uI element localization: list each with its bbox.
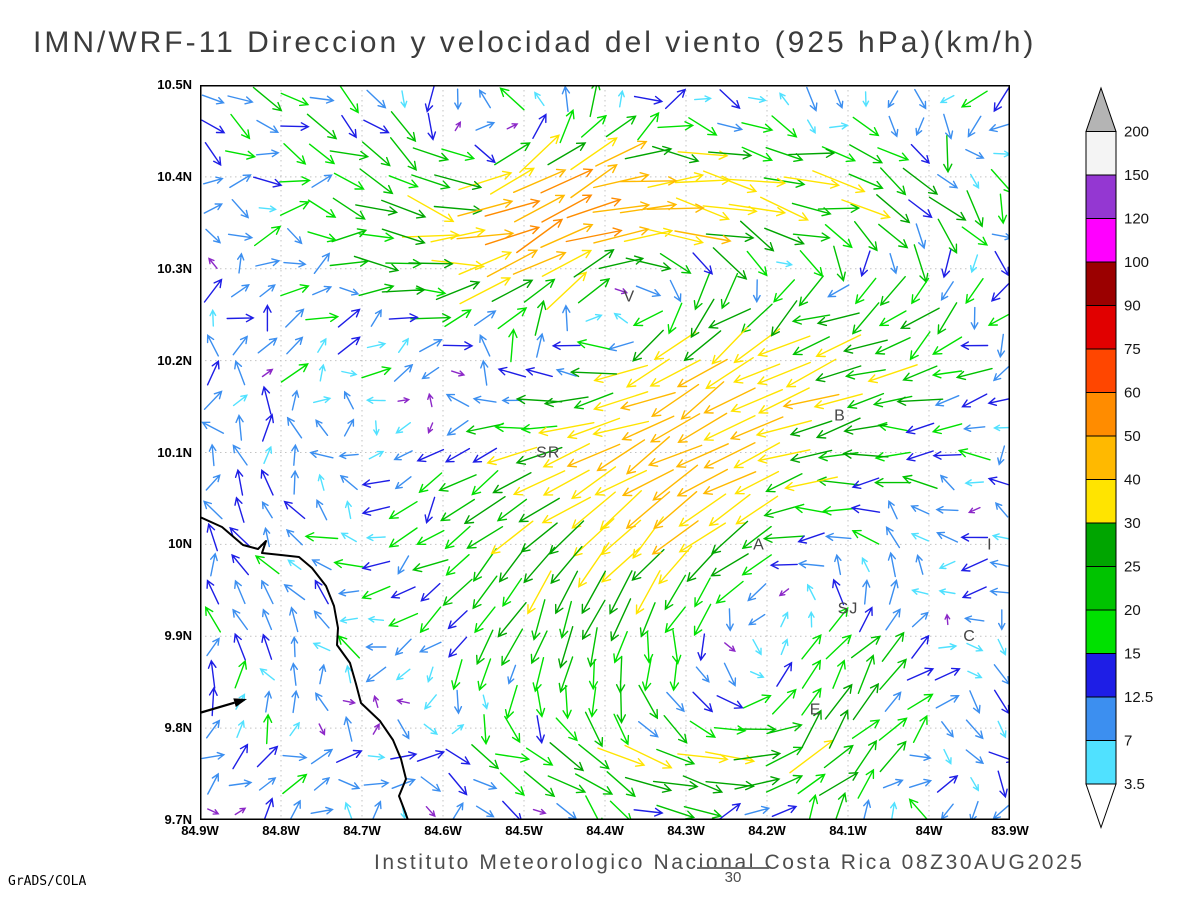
lat-tick-label: 10.5N: [157, 77, 192, 92]
colorbar-label: 60: [1124, 385, 1141, 402]
colorbar-label: 3.5: [1124, 776, 1145, 793]
lat-tick-label: 10.3N: [157, 260, 192, 276]
colorbar-label: 20: [1124, 602, 1141, 619]
colorbar-over-triangle: [1085, 86, 1117, 132]
station-label: I: [987, 536, 992, 553]
lat-tick-label: 9.9N: [164, 628, 192, 644]
lon-tick-label: 84.7W: [343, 823, 381, 838]
colorbar-label: 25: [1124, 559, 1141, 576]
coastline: [200, 516, 409, 820]
lon-tick-label: 84.3W: [667, 823, 705, 838]
lon-tick-label: 84.4W: [586, 823, 624, 838]
colorbar-segments: [1085, 131, 1117, 785]
lon-tick-label: 84.9W: [181, 823, 219, 838]
lat-tick-label: 10.1N: [157, 444, 192, 460]
station-label: SJ: [838, 601, 859, 618]
lon-tick-label: 84.6W: [424, 823, 462, 838]
stray-contour-label: 30: [697, 867, 769, 886]
colorbar-label: 30: [1124, 515, 1141, 532]
grads-cola-credit: GrADS/COLA: [8, 874, 87, 889]
station-label: A: [753, 536, 765, 553]
wind-vector-map: V B SR A SJ C E I: [200, 85, 1010, 820]
colorbar-label: 120: [1124, 211, 1149, 228]
chart-title: IMN/WRF-11 Direccion y velocidad del vie…: [33, 26, 1037, 59]
lon-tick-label: 83.9W: [991, 823, 1029, 838]
lat-tick-label: 9.8N: [164, 720, 192, 736]
station-labels: V B SR A SJ C E I: [536, 288, 992, 719]
plot-border: [200, 85, 1010, 820]
colorbar-label: 150: [1124, 167, 1149, 184]
lon-tick-label: 84.8W: [262, 823, 300, 838]
colorbar-label: 40: [1124, 472, 1141, 489]
station-label: B: [834, 408, 846, 425]
colorbar-label: 12.5: [1124, 689, 1153, 706]
colorbar-labels: 200 150 120 100 90 75 60 50 40 30 25 20 15 12.5 7 3.5: [1124, 124, 1153, 794]
colorbar-label: 15: [1124, 646, 1141, 663]
station-label: V: [623, 288, 635, 305]
colorbar-label: 50: [1124, 428, 1141, 445]
footer-institute-datetime: Instituto Meteorologico Nacional Costa R…: [374, 851, 1085, 874]
station-label: SR: [536, 445, 560, 462]
colorbar-label: 100: [1124, 254, 1149, 271]
colorbar-under-triangle: [1085, 783, 1117, 830]
colorbar: 200 150 120 100 90 75 60 50 40 30 25 20 15 12.5 7 3.5: [1085, 86, 1153, 830]
colorbar-label: 75: [1124, 341, 1141, 358]
lat-tick-label: 10.4N: [157, 168, 192, 184]
station-label: C: [963, 628, 976, 645]
grid-lines: [200, 85, 1010, 820]
black-wind-arrow-shaft: [200, 701, 235, 714]
lon-tick-label: 84.5W: [505, 823, 543, 838]
lat-tick-label: 10N: [168, 536, 192, 552]
colorbar-label: 200: [1124, 124, 1149, 141]
colorbar-label: 7: [1124, 733, 1132, 750]
lon-tick-label: 84W: [915, 823, 943, 838]
lat-tick-label: 10.2N: [157, 352, 192, 368]
wind-vectors: [201, 85, 1010, 820]
lat-tick-label: 9.7N: [164, 812, 192, 827]
black-wind-arrow-head: [233, 698, 247, 707]
lon-tick-label: 84.1W: [829, 823, 867, 838]
lon-tick-label: 84.2W: [748, 823, 786, 838]
colorbar-label: 90: [1124, 298, 1141, 315]
station-label: E: [810, 702, 822, 719]
